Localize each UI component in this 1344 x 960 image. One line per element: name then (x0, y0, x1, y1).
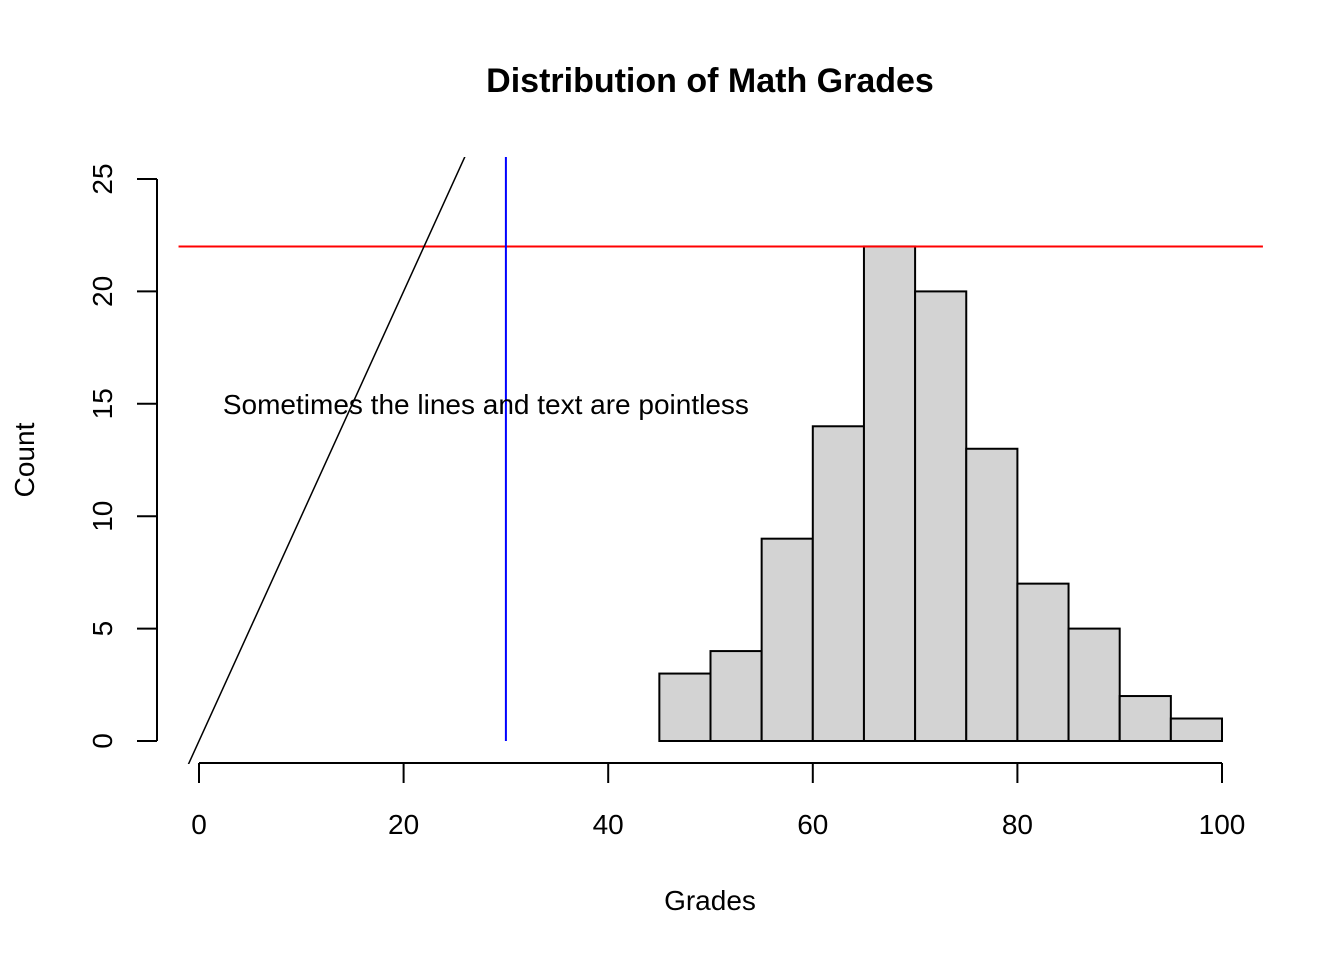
x-tick-label: 40 (593, 809, 624, 840)
chart-title: Distribution of Math Grades (486, 62, 934, 100)
y-tick-label: 15 (87, 388, 118, 419)
x-tick-label: 20 (388, 809, 419, 840)
histogram-bar (965, 447, 1019, 742)
x-axis-label: Grades (664, 885, 756, 916)
histogram-bar (1067, 627, 1121, 742)
histogram-bar (811, 425, 865, 742)
reference-lines (178, 157, 1263, 764)
histogram-bar (760, 537, 814, 742)
y-tick-label: 5 (87, 621, 118, 637)
histogram-bar (914, 290, 968, 742)
x-axis: 0 20 40 60 80 100 (191, 762, 1246, 840)
x-tick-label: 100 (1199, 809, 1246, 840)
x-tick-label: 0 (191, 809, 207, 840)
annotation-text: Sometimes the lines and text are pointle… (223, 389, 749, 420)
histogram-bar (862, 245, 917, 742)
y-axis: 0 5 10 15 20 25 (87, 163, 158, 749)
histogram-bar (658, 672, 712, 742)
histogram-bar (709, 650, 763, 743)
histogram-bar (1016, 582, 1070, 743)
y-tick-label: 25 (87, 163, 118, 194)
histogram-bar (1169, 717, 1223, 743)
diagonal-reference-line (187, 157, 466, 764)
y-axis-label: Count (9, 422, 40, 497)
y-tick-label: 10 (87, 501, 118, 532)
x-tick-label: 80 (1002, 809, 1033, 840)
x-tick-label: 60 (797, 809, 828, 840)
histogram-bar (1118, 695, 1172, 742)
histogram-bars (658, 245, 1223, 743)
y-tick-label: 20 (87, 276, 118, 307)
y-tick-label: 0 (87, 733, 118, 749)
